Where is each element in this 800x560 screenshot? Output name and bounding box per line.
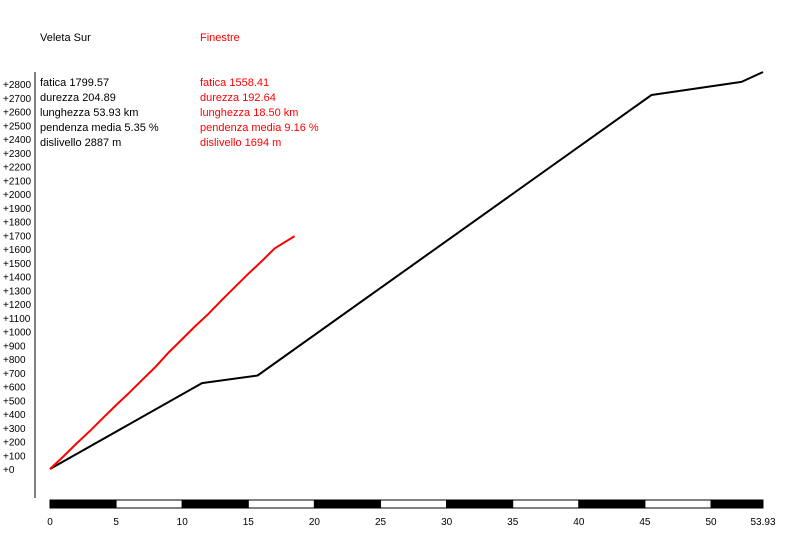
y-tick-label: +400 — [3, 410, 26, 421]
stat-lunghezza: lunghezza 18.50 km — [200, 107, 298, 119]
x-axis-ticks: 0 5 10 15 20 25 30 35 40 45 50 53.93 — [47, 517, 776, 528]
y-tick-label: +1800 — [3, 218, 32, 229]
x-tick-label: 30 — [441, 517, 453, 528]
y-tick-label: +1100 — [3, 314, 31, 325]
x-tick-label: 50 — [705, 517, 717, 528]
scale-bar-segment — [313, 499, 382, 509]
y-tick-label: +1400 — [3, 273, 32, 284]
y-tick-label: +2400 — [3, 135, 32, 146]
y-tick-label: +1500 — [3, 259, 32, 270]
y-tick-label: +1900 — [3, 204, 32, 215]
y-tick-label: +0 — [3, 465, 15, 476]
y-tick-label: +1700 — [3, 231, 32, 242]
x-tick-label: 20 — [309, 517, 321, 528]
stat-pendenza-media: pendenza media 9.16 % — [200, 122, 319, 134]
x-distance-scale-bar — [49, 499, 764, 509]
scale-bar-segment — [578, 499, 646, 509]
x-tick-label: 5 — [113, 517, 119, 528]
scale-bar-segment — [49, 499, 117, 509]
y-tick-label: +900 — [3, 341, 26, 352]
x-tick-label: 10 — [177, 517, 189, 528]
y-tick-label: +600 — [3, 383, 26, 394]
x-tick-label: 25 — [375, 517, 387, 528]
y-tick-label: +2600 — [3, 108, 32, 119]
y-tick-label: +2100 — [3, 176, 32, 187]
stat-durezza: durezza 204.89 — [40, 92, 116, 104]
profile-lines — [49, 71, 764, 470]
stat-dislivello: dislivello 1694 m — [200, 137, 281, 149]
stat-fatica: fatica 1558.41 — [200, 77, 269, 89]
y-tick-label: +700 — [3, 369, 26, 380]
series-line-finestre — [49, 235, 296, 470]
x-tick-label: 53.93 — [750, 517, 775, 528]
scale-bar-segment — [181, 499, 249, 509]
legend-finestre: Finestre — [200, 32, 240, 44]
scale-bar-segment — [710, 499, 764, 509]
y-tick-label: +500 — [3, 396, 26, 407]
stat-durezza: durezza 192.64 — [200, 92, 276, 104]
x-tick-label: 0 — [47, 517, 53, 528]
y-tick-label: +2000 — [3, 190, 32, 201]
y-tick-label: +300 — [3, 424, 26, 435]
stat-fatica: fatica 1799.57 — [40, 77, 109, 89]
y-tick-label: +800 — [3, 355, 26, 366]
y-tick-label: +1200 — [3, 300, 32, 311]
y-tick-label: +2800 — [3, 80, 32, 91]
y-tick-label: +200 — [3, 438, 26, 449]
y-tick-label: +2200 — [3, 163, 32, 174]
scale-bar-segment — [380, 499, 448, 509]
stats-veleta-sur: fatica 1799.57 durezza 204.89 lunghezza … — [40, 77, 159, 149]
y-tick-label: +1600 — [3, 245, 32, 256]
y-tick-label: +2300 — [3, 149, 32, 160]
y-tick-label: +100 — [3, 451, 26, 462]
scale-bar-segment — [512, 499, 580, 509]
scale-bar-segment — [115, 499, 183, 509]
series-line-veleta-sur — [49, 71, 764, 470]
scale-bar-segment — [644, 499, 712, 509]
scale-bar-segment — [446, 499, 514, 509]
y-tick-label: +1300 — [3, 286, 32, 297]
y-tick-label: +1000 — [3, 328, 32, 339]
stats-finestre: fatica 1558.41 durezza 192.64 lunghezza … — [200, 77, 319, 149]
scale-bar-segment — [247, 499, 315, 509]
stat-lunghezza: lunghezza 53.93 km — [40, 107, 138, 119]
stat-pendenza-media: pendenza media 5.35 % — [40, 122, 159, 134]
x-tick-label: 15 — [243, 517, 255, 528]
stat-dislivello: dislivello 2887 m — [40, 137, 121, 149]
legend-veleta-sur: Veleta Sur — [40, 32, 91, 44]
x-tick-label: 35 — [507, 517, 519, 528]
y-axis-ticks: +0 +100 +200 +300 +400 +500 +600 +700 +800 +900 +1… — [3, 80, 32, 476]
y-tick-label: +2500 — [3, 121, 32, 132]
x-tick-label: 40 — [573, 517, 585, 528]
y-tick-label: +2700 — [3, 94, 32, 105]
x-tick-label: 45 — [639, 517, 651, 528]
